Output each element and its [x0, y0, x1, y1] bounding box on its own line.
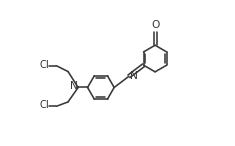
Text: Cl: Cl [39, 60, 49, 70]
Text: Cl: Cl [39, 100, 49, 110]
Text: O: O [151, 20, 159, 30]
Text: N: N [70, 81, 78, 91]
Text: N: N [130, 71, 138, 81]
